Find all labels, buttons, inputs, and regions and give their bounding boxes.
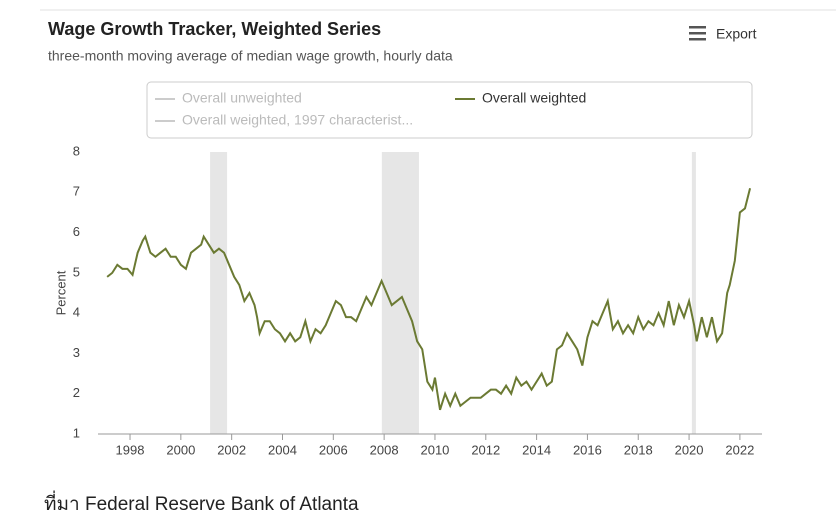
x-tick-label: 2004 xyxy=(268,442,297,457)
x-tick-label: 2012 xyxy=(471,442,500,457)
x-tick-label: 2010 xyxy=(420,442,449,457)
x-tick-label: 2006 xyxy=(319,442,348,457)
export-button[interactable]: Export xyxy=(689,26,757,42)
recession-band xyxy=(381,152,419,434)
x-tick-label: 2018 xyxy=(624,442,653,457)
legend-item[interactable]: Overall unweighted xyxy=(155,90,302,106)
y-tick-label: 8 xyxy=(73,143,80,158)
menu-icon xyxy=(689,32,706,35)
menu-icon xyxy=(689,38,706,41)
y-tick-label: 6 xyxy=(73,224,80,239)
x-tick-label: 2016 xyxy=(573,442,602,457)
chart-title: Wage Growth Tracker, Weighted Series xyxy=(48,19,381,39)
recession-band xyxy=(210,152,228,434)
y-tick-label: 4 xyxy=(73,305,80,320)
data-line xyxy=(106,188,752,411)
menu-icon xyxy=(689,26,706,29)
x-tick-label: 2008 xyxy=(370,442,399,457)
y-tick-label: 2 xyxy=(73,385,80,400)
legend-label: Overall weighted, 1997 characterist... xyxy=(182,112,413,128)
legend-item[interactable]: Overall weighted xyxy=(455,90,586,106)
source: ที่มา Federal Reserve Bank of Atlanta xyxy=(44,490,359,515)
recession-band xyxy=(691,152,696,434)
y-axis-label: Percent xyxy=(53,270,68,315)
y-tick-label: 3 xyxy=(73,345,80,360)
x-tick-label: 2002 xyxy=(217,442,246,457)
legend-item[interactable]: Overall weighted, 1997 characterist... xyxy=(155,112,413,128)
export-label: Export xyxy=(716,26,757,42)
x-tick-label: 2022 xyxy=(725,442,754,457)
legend-label: Overall unweighted xyxy=(182,90,302,106)
y-tick-label: 5 xyxy=(73,264,80,279)
chart-subtitle: three-month moving average of median wag… xyxy=(48,48,453,64)
y-tick-label: 1 xyxy=(73,425,80,440)
x-tick-label: 2020 xyxy=(675,442,704,457)
legend-label: Overall weighted xyxy=(482,90,586,106)
legend-box xyxy=(146,81,753,139)
x-tick-label: 2014 xyxy=(522,442,551,457)
x-tick-label: 2000 xyxy=(166,442,195,457)
x-tick-label: 1998 xyxy=(116,442,145,457)
y-tick-label: 7 xyxy=(73,184,80,199)
